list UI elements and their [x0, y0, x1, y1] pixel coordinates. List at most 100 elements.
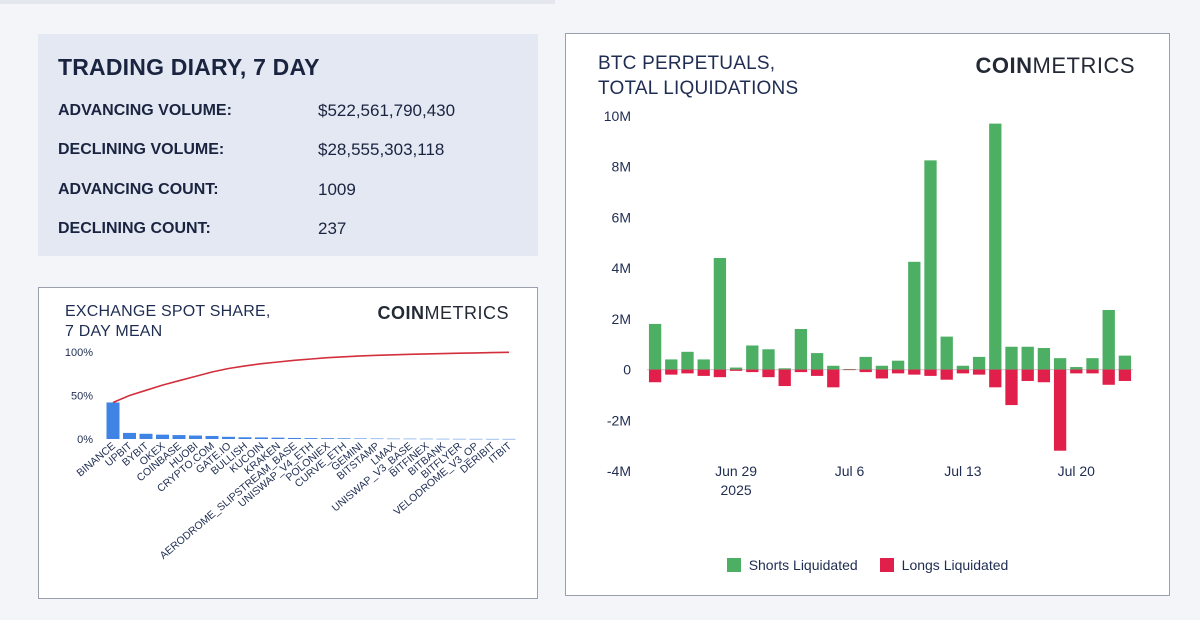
longs-liquidated-bar	[681, 369, 694, 374]
longs-liquidated-bar	[648, 369, 662, 383]
x-tick-year-label: 2025	[721, 482, 752, 498]
longs-liquidated-bar	[827, 369, 840, 388]
spot-share-bar	[387, 438, 400, 440]
longs-liquidated-bar	[891, 369, 905, 374]
shorts-liquidated-bar	[843, 369, 856, 370]
longs-liquidated-bar	[810, 369, 824, 376]
longs-liquidated-bar	[1037, 369, 1051, 383]
longs-liquidated-bar	[1086, 369, 1099, 374]
longs-liquidated-bar	[665, 369, 678, 375]
shorts-liquidated-bar	[875, 365, 889, 370]
legend-label-longs: Longs Liquidated	[901, 557, 1009, 573]
shorts-liquidated-bar	[940, 336, 953, 370]
longs-liquidated-bar	[956, 369, 970, 374]
shorts-liquidated-bar	[1005, 346, 1018, 370]
shorts-liquidated-bar	[729, 367, 743, 370]
shorts-liquidated-bar	[972, 356, 986, 370]
spot-share-title-line-1: EXCHANGE SPOT SHARE,	[65, 303, 271, 320]
y-tick-label: 10M	[604, 108, 631, 124]
longs-liquidated-bar	[1005, 369, 1018, 406]
spot-share-bar	[238, 437, 252, 439]
x-tick-label: Jul 6	[835, 463, 865, 479]
shorts-liquidated-bar	[1070, 367, 1083, 370]
spot-share-bar	[205, 435, 219, 439]
longs-liquidated-bar	[940, 369, 953, 380]
y-tick-label: -4M	[607, 463, 631, 479]
diary-label: DECLINING COUNT:	[58, 220, 211, 238]
longs-liquidated-bar	[778, 369, 791, 387]
exchange-spot-share-panel: EXCHANGE SPOT SHARE, 7 DAY MEAN COINMETR…	[38, 287, 538, 599]
longs-liquidated-bar	[713, 369, 727, 378]
shorts-liquidated-bar	[924, 160, 937, 370]
diary-value: $28,555,303,118	[318, 140, 445, 160]
cumulative-share-line	[112, 351, 510, 404]
logo-light-text: METRICS	[1032, 53, 1135, 78]
y-tick-label: 100%	[65, 347, 93, 359]
spot-share-title-line-2: 7 DAY MEAN	[65, 323, 163, 340]
trading-diary-panel: TRADING DIARY, 7 DAY ADVANCING VOLUME: $…	[38, 34, 538, 256]
x-tick-label: Jun 29	[715, 463, 757, 479]
liquidations-title: BTC PERPETUALS, TOTAL LIQUIDATIONS	[598, 52, 798, 101]
x-tick-label: Jul 13	[944, 463, 982, 479]
longs-liquidated-bar	[1102, 369, 1115, 385]
shorts-liquidated-bar	[681, 351, 694, 370]
y-tick-label: 0%	[77, 434, 93, 446]
shorts-swatch	[726, 558, 741, 572]
longs-liquidated-bar	[924, 369, 937, 376]
shorts-liquidated-bar	[778, 368, 791, 370]
diary-row-advancing-volume: ADVANCING VOLUME: $522,561,790,430	[58, 91, 518, 131]
shorts-liquidated-bar	[810, 353, 824, 370]
spot-share-bar	[370, 438, 384, 440]
btc-liquidations-panel: BTC PERPETUALS, TOTAL LIQUIDATIONS COINM…	[565, 33, 1170, 596]
longs-liquidated-bar	[1118, 369, 1132, 381]
spot-share-bar	[403, 438, 417, 440]
shorts-liquidated-bar	[891, 360, 905, 370]
spot-share-bar	[156, 434, 169, 439]
spot-share-bar	[486, 438, 499, 440]
longs-liquidated-bar	[972, 369, 986, 375]
shorts-liquidated-bar	[1021, 346, 1034, 370]
shorts-liquidated-bar	[827, 365, 840, 370]
coinmetrics-logo: COINMETRICS	[378, 303, 510, 324]
liquidations-title-line-2: TOTAL LIQUIDATIONS	[598, 77, 799, 99]
logo-light-text: METRICS	[424, 303, 509, 323]
spot-share-bar	[304, 438, 318, 439]
shorts-liquidated-bar	[989, 123, 1002, 370]
spot-share-bar	[172, 435, 186, 439]
diary-value: 1009	[318, 179, 356, 199]
shorts-liquidated-bar	[713, 258, 727, 370]
trading-diary-title: TRADING DIARY, 7 DAY	[58, 54, 320, 80]
legend-item-longs[interactable]: Longs Liquidated	[879, 557, 1009, 573]
spot-share-bar	[189, 435, 202, 439]
y-tick-label: 4M	[612, 260, 631, 276]
legend-item-shorts[interactable]: Shorts Liquidated	[726, 557, 858, 573]
liquidations-chart: -4M -2M 0 2M 4M 6M 8M 10M Jun 29 2025 Jul 6 Jul 13 J…	[604, 108, 1133, 498]
longs-liquidated-bar	[794, 369, 808, 373]
y-tick-label: -2M	[607, 412, 631, 428]
diary-value: $522,561,790,430	[318, 100, 456, 120]
shorts-liquidated-bar	[665, 359, 678, 370]
longs-liquidated-bar	[746, 369, 759, 373]
shorts-liquidated-bar	[1102, 309, 1115, 370]
diary-row-advancing-count: ADVANCING COUNT: 1009	[58, 170, 518, 210]
longs-swatch	[879, 558, 894, 572]
liquidations-title-line-1: BTC PERPETUALS,	[598, 53, 776, 74]
spot-share-bar	[271, 437, 285, 439]
shorts-liquidated-bar	[859, 356, 872, 370]
y-tick-label: 50%	[71, 391, 93, 403]
spot-share-title: EXCHANGE SPOT SHARE, 7 DAY MEAN	[65, 302, 271, 342]
shorts-liquidated-bar	[1086, 358, 1099, 370]
spot-share-bar	[502, 438, 516, 440]
longs-liquidated-bar	[1021, 369, 1034, 381]
shorts-liquidated-bar	[1118, 355, 1132, 370]
spot-share-bar	[453, 438, 466, 440]
spot-share-bar	[222, 436, 235, 439]
shorts-liquidated-bar	[762, 349, 775, 370]
legend-label-shorts: Shorts Liquidated	[748, 557, 858, 573]
spot-share-bar	[255, 437, 268, 439]
diary-value: 237	[318, 219, 347, 239]
y-tick-label: 0	[623, 362, 631, 378]
shorts-liquidated-bar	[746, 345, 759, 370]
x-tick-label: Jul 20	[1058, 463, 1096, 479]
y-tick-label: 6M	[612, 209, 631, 225]
